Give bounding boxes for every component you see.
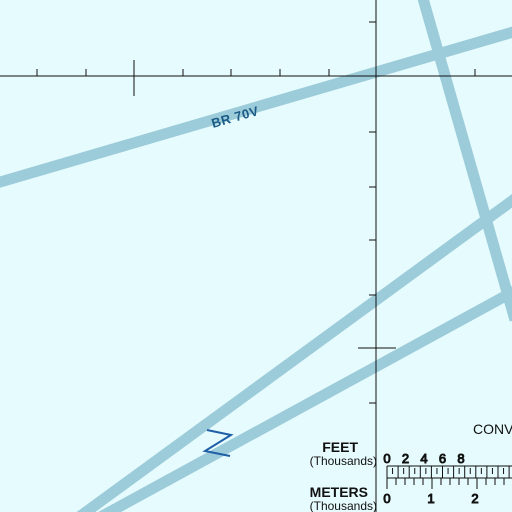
zigzag-symbol <box>202 429 234 457</box>
airway-steep <box>417 0 512 322</box>
graticule-ticks <box>36 21 476 404</box>
meters-tick-label: 1 <box>427 491 434 506</box>
meters-tick-label: 0 <box>383 491 390 506</box>
conversion-label: CONV <box>473 421 512 437</box>
feet-tick-label: 4 <box>420 451 427 466</box>
scale-meters-sub: (Thousands) <box>310 499 377 512</box>
feet-tick-label: 8 <box>457 451 464 466</box>
scale-feet-title: FEET <box>322 439 358 455</box>
airway-diagonal-lower <box>98 286 512 512</box>
scale-bar: FEET (Thousands) METERS (Thousands) CONV… <box>310 421 512 512</box>
feet-tick-label: 6 <box>439 451 446 466</box>
meters-tick-label: 2 <box>471 491 478 506</box>
airway-label: BR 70V <box>210 103 261 131</box>
airway-br70v <box>0 26 512 188</box>
feet-tick-label: 0 <box>383 451 390 466</box>
airway-diagonal-upper <box>76 194 512 512</box>
feet-tick-label: 2 <box>402 451 409 466</box>
scale-meters-title: METERS <box>310 484 368 500</box>
scale-feet-sub: (Thousands) <box>310 454 377 468</box>
